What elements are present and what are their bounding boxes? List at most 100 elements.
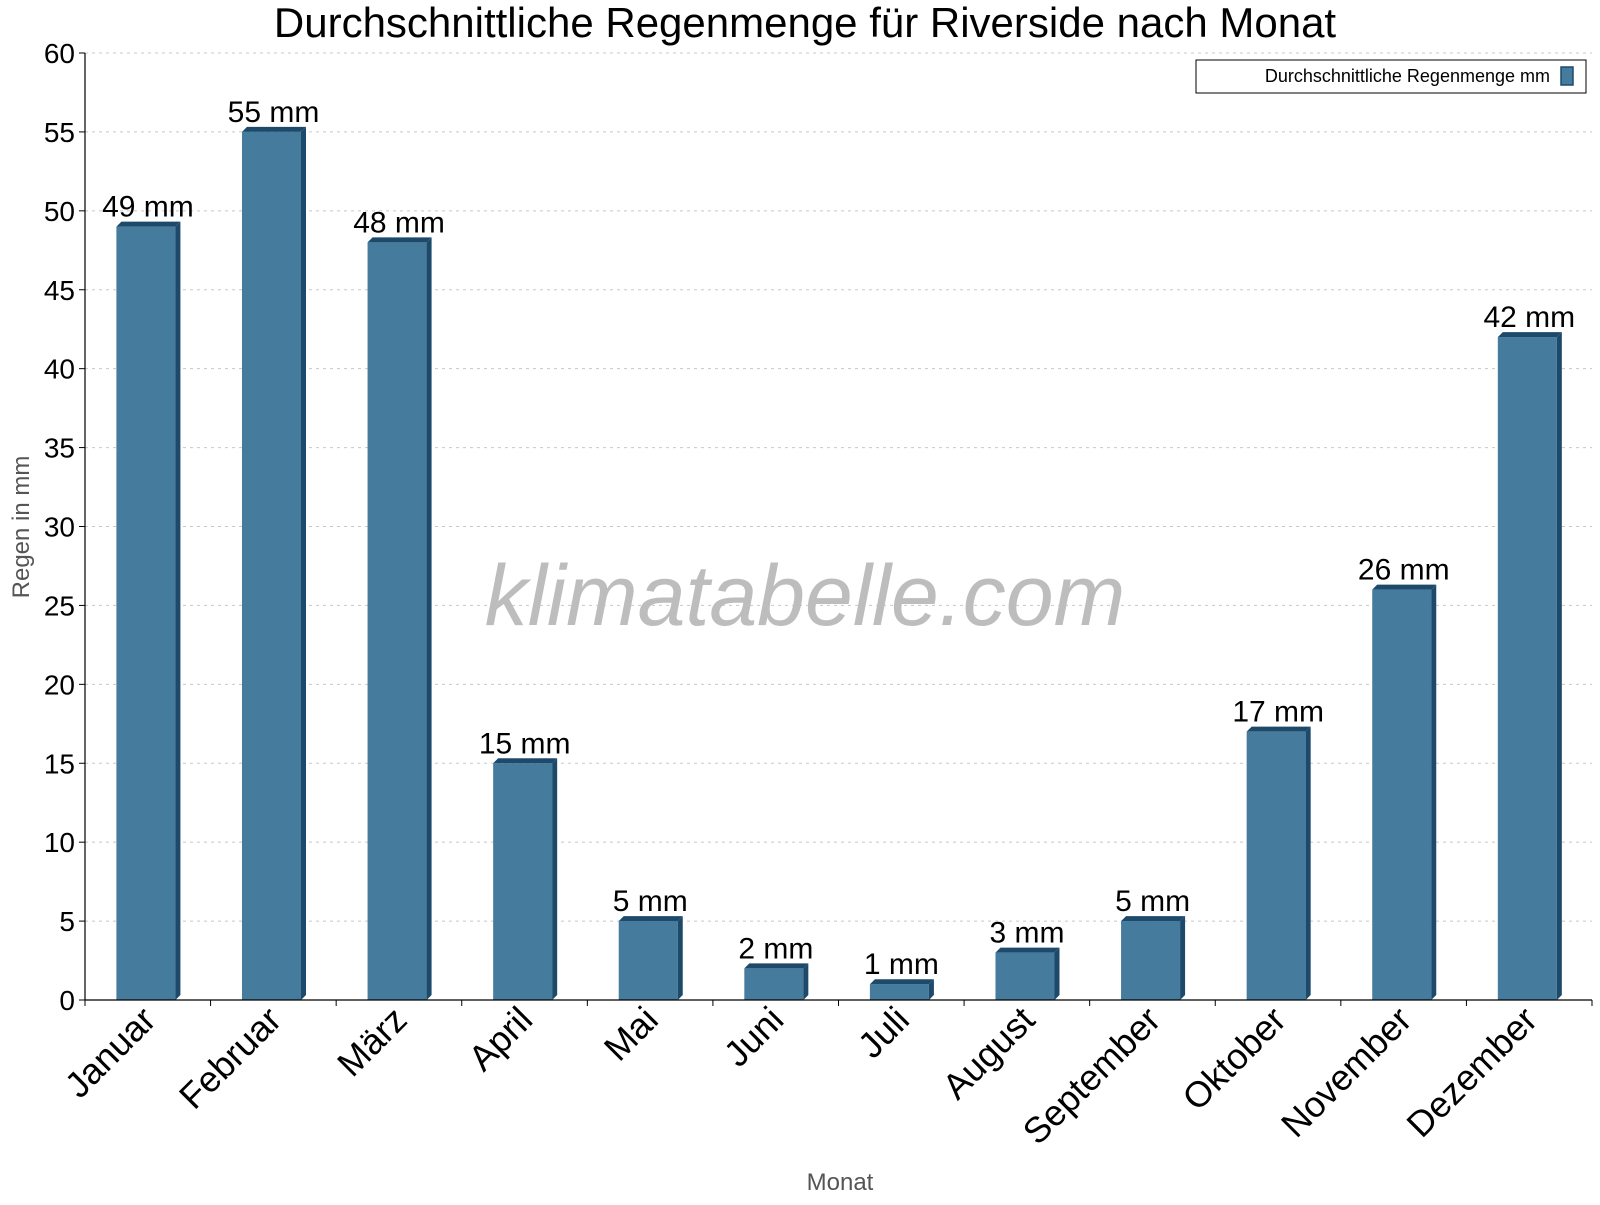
y-tick-label: 5 (59, 906, 75, 937)
bar-november (1372, 584, 1437, 1000)
bar-side (1305, 726, 1311, 1000)
data-label: 1 mm (864, 948, 939, 981)
data-label: 26 mm (1358, 554, 1450, 587)
bar-side (677, 916, 683, 1000)
bar-top (1497, 332, 1562, 338)
legend: Durchschnittliche Regenmenge mm (1195, 59, 1587, 94)
data-label: 48 mm (353, 206, 445, 239)
bar-side (803, 963, 809, 1000)
data-label: 42 mm (1483, 301, 1575, 334)
bar-side (928, 979, 934, 1000)
bar-front (618, 921, 678, 1000)
bar-front (1121, 921, 1181, 1000)
bar-front (367, 242, 427, 1000)
bar-top (744, 963, 809, 969)
bars (116, 126, 1562, 1001)
data-label: 49 mm (102, 191, 194, 224)
data-label: 55 mm (228, 96, 320, 129)
y-tick-label: 30 (44, 512, 75, 543)
bar-top (869, 979, 934, 985)
x-tick-label: April (460, 999, 540, 1079)
legend-swatch (1560, 66, 1574, 86)
data-labels: 49 mm 55 mm 48 mm 15 mm 5 mm 2 mm 1 mm 3 mm 5 mm… (102, 96, 1575, 981)
bar-side (1556, 332, 1562, 1001)
chart-title: Durchschnittliche Regenmenge für Riversi… (274, 0, 1337, 46)
bar-top (1121, 916, 1186, 922)
y-tick-labels: 0 5 10 15 20 25 30 35 40 45 50 55 60 (44, 38, 75, 1016)
x-axis-title: Monat (807, 1169, 874, 1196)
y-tick-label: 60 (44, 38, 75, 69)
x-tick-label: Februar (171, 999, 289, 1117)
bar-front (744, 968, 804, 1000)
x-tick-label: November (1273, 999, 1419, 1145)
data-label: 5 mm (613, 885, 688, 918)
bar-september (1121, 916, 1186, 1000)
x-tick-label: März (329, 999, 415, 1085)
x-tick-labels: Januar Februar März April Mai Juni Juli AugustS… (57, 999, 1545, 1153)
bar-side (1054, 947, 1060, 1000)
bar-front (1497, 337, 1557, 1001)
bar-top (618, 916, 683, 922)
x-tick-label: September (1015, 999, 1169, 1153)
bar-side (301, 126, 307, 1000)
bar-top (1372, 584, 1437, 590)
bar-side (552, 758, 558, 1000)
bar-dezember (1497, 332, 1562, 1001)
bar-side (1431, 584, 1437, 1000)
data-label: 17 mm (1232, 696, 1324, 729)
legend-box (1195, 59, 1587, 94)
bar-side (175, 221, 181, 1000)
bar-side (426, 237, 432, 1000)
bar-oktober (1246, 726, 1311, 1000)
x-tick-label: Dezember (1398, 999, 1544, 1145)
data-label: 5 mm (1115, 885, 1190, 918)
bar-februar (241, 126, 307, 1000)
x-tick-label: Juni (716, 999, 792, 1075)
x-tick-label: Oktober (1174, 999, 1294, 1119)
bar-front (116, 226, 176, 1000)
y-tick-label: 25 (44, 590, 75, 621)
bar-juni (744, 963, 809, 1000)
legend-label: Durchschnittliche Regenmenge mm (1265, 66, 1550, 86)
x-tick-label: August (934, 999, 1042, 1107)
bar-august (995, 947, 1060, 1000)
bar-front (1246, 731, 1306, 1000)
y-tick-label: 10 (44, 827, 75, 858)
bar-front (241, 131, 302, 1000)
bar-front (493, 763, 553, 1000)
bar-mai (618, 916, 683, 1000)
y-tick-label: 45 (44, 275, 75, 306)
grid-lines (85, 52, 1592, 922)
bar-top (493, 758, 558, 764)
axes (79, 52, 1593, 1006)
x-tick-label: Mai (596, 999, 666, 1069)
bar-top (241, 126, 307, 132)
bar-front (1372, 589, 1432, 1000)
bar-side (1180, 916, 1186, 1000)
y-axis-title: Regen in mm (8, 456, 35, 599)
y-tick-label: 40 (44, 354, 75, 385)
bar-januar (116, 221, 181, 1000)
bar-top (116, 221, 181, 227)
bar-märz (367, 237, 432, 1000)
y-tick-label: 35 (44, 433, 75, 464)
data-label: 15 mm (479, 727, 571, 760)
bar-april (493, 758, 558, 1000)
y-tick-label: 55 (44, 117, 75, 148)
x-tick-label: Juli (850, 999, 917, 1066)
y-tick-label: 15 (44, 748, 75, 779)
data-label: 3 mm (989, 917, 1064, 950)
bar-juli (869, 979, 934, 1000)
bar-top (995, 947, 1060, 953)
y-tick-label: 0 (59, 985, 75, 1016)
y-tick-label: 20 (44, 669, 75, 700)
bar-top (367, 237, 432, 243)
bar-top (1246, 726, 1311, 732)
y-tick-label: 50 (44, 196, 75, 227)
bar-front (869, 984, 929, 1000)
data-label: 2 mm (738, 932, 813, 965)
bar-front (995, 952, 1055, 1000)
watermark-text: klimatabelle.com (485, 548, 1125, 644)
